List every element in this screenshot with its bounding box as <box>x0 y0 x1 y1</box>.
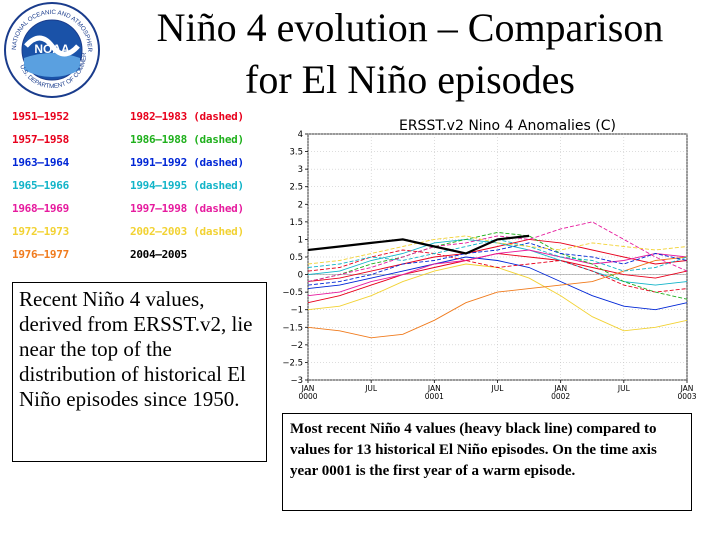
series-line-1957-1958 <box>307 238 688 283</box>
x-tick-label: JUL <box>364 384 378 393</box>
legend-item: 1963–1964 <box>12 156 69 169</box>
series-line-1982-1983 <box>307 249 688 293</box>
title-line-2: for El Niño episodes <box>245 57 575 102</box>
caption-box: Most recent Niño 4 values (heavy black l… <box>282 413 692 511</box>
series-line-1963-1964 <box>307 256 688 311</box>
y-tick-label: −1 <box>290 306 303 316</box>
legend-item: 1997–1998 (dashed) <box>130 202 244 215</box>
series-line-1968-1969 <box>307 249 688 297</box>
y-tick-label: 3.5 <box>289 148 303 158</box>
y-tick-label: 2.5 <box>289 183 303 193</box>
y-tick-label: 0 <box>298 271 303 281</box>
legend-item: 1986–1988 (dashed) <box>130 133 244 146</box>
y-tick-label: −2.5 <box>282 358 303 368</box>
y-tick-label: −3 <box>290 376 303 386</box>
legend-item: 1994–1995 (dashed) <box>130 179 244 192</box>
y-tick-label: 2 <box>298 200 303 210</box>
x-tick-label: JAN <box>427 384 441 393</box>
legend-item: 1976–1977 <box>12 248 69 261</box>
legend-item: 2002–2003 (dashed) <box>130 225 244 238</box>
x-tick-label: JAN <box>553 384 567 393</box>
series-line-2004-2005 <box>307 234 530 255</box>
series-line-1976-1977 <box>307 256 688 339</box>
noaa-logo: NOAA NATIONAL OCEANIC AND ATMOSPHERIC AD… <box>2 0 100 98</box>
legend-item: 1968–1969 <box>12 202 69 215</box>
legend-item: 1957–1958 <box>12 133 69 146</box>
page-title: Niño 4 evolution – Comparison for El Niñ… <box>110 2 710 106</box>
x-tick-label: 0001 <box>425 392 444 401</box>
caption-text: Most recent Niño 4 values (heavy black l… <box>290 421 657 479</box>
x-tick-label: 0002 <box>551 392 570 401</box>
nino4-anomalies-chart: ERSST.v2 Nino 4 Anomalies (C) −3 −2.5 −2 −1.… <box>282 118 696 401</box>
chart-title: ERSST.v2 Nino 4 Anomalies (C) <box>399 118 616 134</box>
legend-item: 1965–1966 <box>12 179 69 192</box>
y-tick-label: −0.5 <box>282 288 303 298</box>
y-tick-label: 1.5 <box>289 218 303 228</box>
series-line-1986-1988 <box>307 231 688 300</box>
x-tick-label: JUL <box>617 384 631 393</box>
description-text: Recent Niño 4 values, derived from ERSST… <box>19 287 253 411</box>
y-tick-label: 4 <box>298 130 303 140</box>
series-line-2002-2003 <box>307 235 688 265</box>
series-line-1997-1998 <box>307 221 688 283</box>
legend-item: 2004–2005 <box>130 248 187 261</box>
title-line-1: Niño 4 evolution – Comparison <box>156 5 664 50</box>
y-tick-label: −1.5 <box>282 323 303 333</box>
x-tick-label: 0003 <box>677 392 696 401</box>
x-tick-label: JAN <box>680 384 694 393</box>
chart-legend: 1951–1952 1957–1958 1963–1964 1965–1966 1968… <box>12 110 282 270</box>
y-tick-label: 3 <box>298 165 303 175</box>
y-tick-label: −2 <box>290 341 303 351</box>
legend-item: 1991–1992 (dashed) <box>130 156 244 169</box>
x-tick-label: 0000 <box>298 392 317 401</box>
series-line-1991-1992 <box>307 242 688 286</box>
legend-item: 1982–1983 (dashed) <box>130 110 244 123</box>
x-tick-label: JUL <box>491 384 505 393</box>
x-tick-label: JAN <box>301 384 315 393</box>
y-tick-label: 0.5 <box>289 253 303 263</box>
legend-item: 1951–1952 <box>12 110 69 123</box>
y-tick-label: 1 <box>298 235 303 245</box>
legend-item: 1972–1973 <box>12 225 69 238</box>
logo-text: NOAA <box>34 42 70 56</box>
description-box: Recent Niño 4 values, derived from ERSST… <box>12 282 267 462</box>
